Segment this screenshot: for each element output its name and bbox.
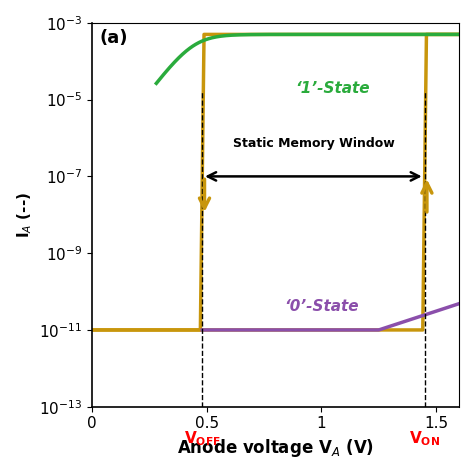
X-axis label: Anode voltage V$_A$ (V): Anode voltage V$_A$ (V) [177, 437, 374, 459]
Text: ‘1’-State: ‘1’-State [296, 81, 370, 96]
Text: ‘0’-State: ‘0’-State [284, 300, 359, 314]
Text: (a): (a) [99, 28, 128, 46]
Text: V$_{\mathregular{OFF}}$: V$_{\mathregular{OFF}}$ [184, 430, 220, 448]
Text: Static Memory Window: Static Memory Window [233, 137, 394, 149]
Text: V$_{\mathregular{ON}}$: V$_{\mathregular{ON}}$ [409, 430, 440, 448]
Y-axis label: I$_A$ (--): I$_A$ (--) [15, 191, 34, 238]
